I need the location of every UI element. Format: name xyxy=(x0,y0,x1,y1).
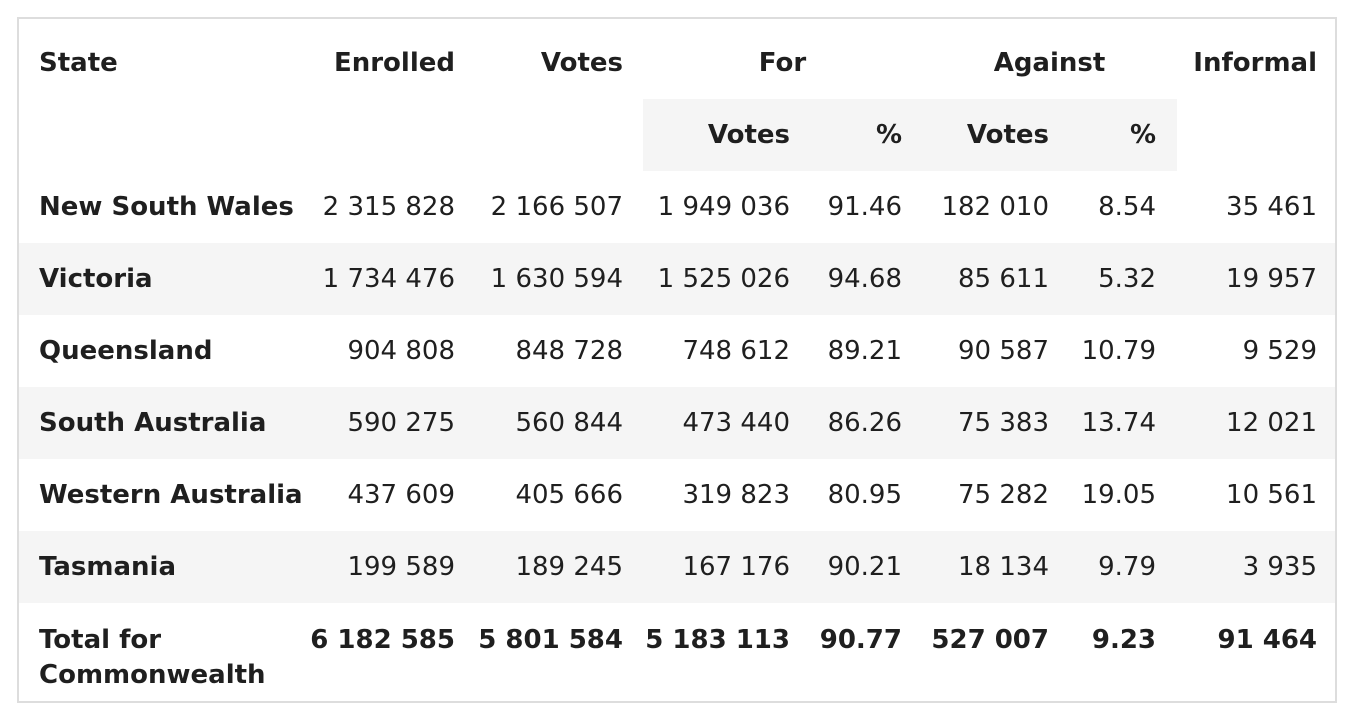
cell-votes: 189 245 xyxy=(477,531,643,603)
cell-total-enrolled: 6 182 585 xyxy=(310,625,455,655)
cell-votes: 1 630 594 xyxy=(477,243,643,315)
cell-enrolled: 1 734 476 xyxy=(309,243,477,315)
header-informal: Informal xyxy=(1193,48,1318,78)
header-row-main: State Enrolled Votes For Against Informa… xyxy=(19,19,1335,99)
cell-enrolled: 2 315 828 xyxy=(322,192,455,222)
cell-votes: 405 666 xyxy=(515,480,623,510)
cell-votes: 2 166 507 xyxy=(490,192,623,222)
cell-for-pct: 86.26 xyxy=(810,387,922,459)
header-state: State xyxy=(39,48,118,78)
header-against-votes: Votes xyxy=(922,99,1065,171)
table-row: South Australia 590 275 560 844 473 440 … xyxy=(19,387,1335,459)
cell-for-votes: 1 949 036 xyxy=(657,192,790,222)
cell-against-pct: 8.54 xyxy=(1098,192,1157,222)
cell-against-votes: 75 383 xyxy=(922,387,1065,459)
cell-state: Queensland xyxy=(39,336,213,366)
cell-for-pct: 91.46 xyxy=(827,192,902,222)
cell-total-votes: 5 801 584 xyxy=(478,625,623,655)
cell-against-votes: 18 134 xyxy=(922,531,1065,603)
cell-against-pct: 19.05 xyxy=(1081,480,1157,510)
cell-state: Tasmania xyxy=(19,531,309,603)
header-for-pct: % xyxy=(810,99,922,171)
table-row: Queensland 904 808 848 728 748 612 89.21… xyxy=(19,315,1335,387)
cell-state: New South Wales xyxy=(39,192,294,222)
cell-against-votes: 182 010 xyxy=(941,192,1049,222)
header-row-sub: Votes % Votes % xyxy=(19,99,1335,171)
cell-for-pct: 90.21 xyxy=(810,531,922,603)
cell-state: Western Australia xyxy=(39,480,303,510)
cell-against-pct: 5.32 xyxy=(1065,243,1178,315)
header-sub-empty-enrolled xyxy=(309,99,477,171)
cell-total-against-pct: 9.23 xyxy=(1091,625,1157,655)
cell-for-votes: 319 823 xyxy=(682,480,790,510)
cell-against-pct: 13.74 xyxy=(1065,387,1178,459)
header-sub-empty-votes xyxy=(477,99,643,171)
cell-total-for-pct: 90.77 xyxy=(819,625,902,655)
cell-enrolled: 904 808 xyxy=(347,336,455,366)
cell-informal: 10 561 xyxy=(1226,480,1318,510)
cell-against-votes: 90 587 xyxy=(958,336,1049,366)
cell-informal: 12 021 xyxy=(1177,387,1335,459)
cell-against-pct: 9.79 xyxy=(1065,531,1178,603)
cell-enrolled: 437 609 xyxy=(347,480,455,510)
cell-informal: 9 529 xyxy=(1242,336,1318,366)
cell-informal: 3 935 xyxy=(1177,531,1335,603)
cell-enrolled: 199 589 xyxy=(309,531,477,603)
cell-for-pct: 94.68 xyxy=(810,243,922,315)
header-for-group: For xyxy=(758,48,807,78)
cell-for-pct: 80.95 xyxy=(827,480,902,510)
cell-for-pct: 89.21 xyxy=(827,336,902,366)
cell-against-pct: 10.79 xyxy=(1081,336,1157,366)
cell-total-against-votes: 527 007 xyxy=(931,625,1049,655)
header-against-pct: % xyxy=(1065,99,1178,171)
cell-for-votes: 748 612 xyxy=(682,336,790,366)
cell-against-votes: 85 611 xyxy=(922,243,1065,315)
cell-state: South Australia xyxy=(19,387,309,459)
cell-for-votes: 1 525 026 xyxy=(643,243,810,315)
cell-total-state: Total for Commonwealth xyxy=(39,625,266,690)
referendum-results-table: State Enrolled Votes For Against Informa… xyxy=(19,19,1335,693)
header-sub-empty-informal xyxy=(1177,99,1335,171)
cell-informal: 35 461 xyxy=(1226,192,1318,222)
cell-for-votes: 473 440 xyxy=(643,387,810,459)
cell-votes: 560 844 xyxy=(477,387,643,459)
cell-total-informal: 91 464 xyxy=(1217,625,1318,655)
cell-informal: 19 957 xyxy=(1177,243,1335,315)
table-row: New South Wales 2 315 828 2 166 507 1 94… xyxy=(19,171,1335,243)
cell-votes: 848 728 xyxy=(515,336,623,366)
header-against-group: Against xyxy=(993,48,1106,78)
table-row: Tasmania 199 589 189 245 167 176 90.21 1… xyxy=(19,531,1335,603)
cell-for-votes: 167 176 xyxy=(643,531,810,603)
cell-enrolled: 590 275 xyxy=(309,387,477,459)
header-sub-empty-state xyxy=(19,99,309,171)
cell-state: Victoria xyxy=(19,243,309,315)
total-row: Total for Commonwealth 6 182 585 5 801 5… xyxy=(19,603,1335,693)
header-for-votes: Votes xyxy=(643,99,810,171)
table-row: Western Australia 437 609 405 666 319 82… xyxy=(19,459,1335,531)
cell-against-votes: 75 282 xyxy=(958,480,1049,510)
cell-total-for-votes: 5 183 113 xyxy=(645,625,790,655)
header-enrolled: Enrolled xyxy=(333,48,455,78)
header-votes: Votes xyxy=(540,48,623,78)
table-row: Victoria 1 734 476 1 630 594 1 525 026 9… xyxy=(19,243,1335,315)
results-table-frame: State Enrolled Votes For Against Informa… xyxy=(17,17,1337,703)
